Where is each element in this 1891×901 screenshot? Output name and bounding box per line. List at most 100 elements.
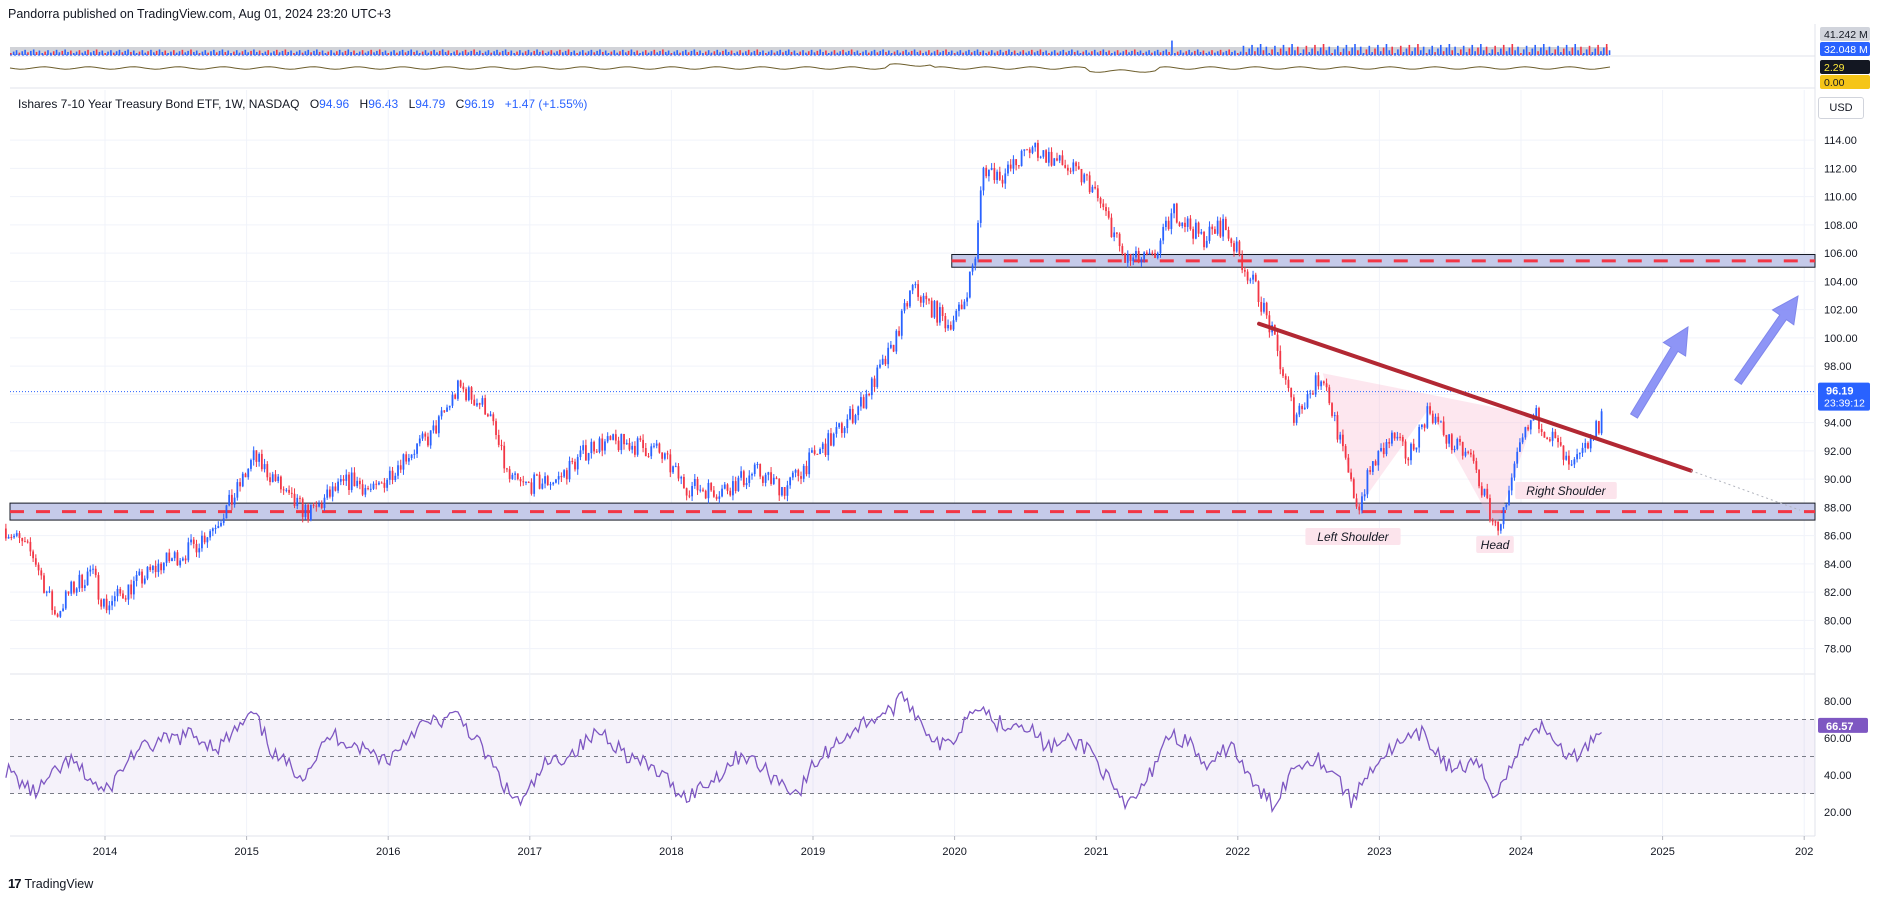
volume-bar bbox=[244, 49, 247, 55]
volume-bar bbox=[1225, 50, 1228, 55]
volume-bar bbox=[190, 49, 192, 55]
candle-body bbox=[1524, 427, 1527, 438]
candle-body bbox=[718, 496, 721, 499]
volume-bar bbox=[481, 53, 484, 55]
time-axis-label: 2024 bbox=[1509, 846, 1533, 858]
candle-body bbox=[473, 399, 476, 406]
volume-bar bbox=[1339, 52, 1342, 55]
volume-bar bbox=[193, 51, 195, 55]
volume-bar bbox=[564, 50, 567, 55]
candle-body bbox=[407, 457, 410, 462]
volume-bar bbox=[30, 50, 32, 55]
candle-body bbox=[1034, 142, 1037, 148]
candle-body bbox=[538, 474, 541, 489]
candle-body bbox=[688, 495, 691, 497]
volume-bar bbox=[653, 49, 656, 55]
candle-body bbox=[508, 469, 511, 479]
volume-bar bbox=[95, 49, 98, 55]
volume-bar bbox=[461, 51, 464, 55]
candle-body bbox=[914, 284, 917, 286]
volume-bar bbox=[659, 50, 661, 55]
volume-bar bbox=[1128, 52, 1130, 55]
volume-bar bbox=[1305, 45, 1308, 55]
volume-bar bbox=[173, 50, 175, 55]
candle-body bbox=[489, 414, 492, 417]
candle-body bbox=[402, 454, 405, 470]
volume-bar bbox=[1337, 45, 1339, 55]
candle-body bbox=[282, 489, 285, 491]
volume-bar bbox=[1468, 48, 1471, 55]
candle-body bbox=[1096, 188, 1099, 199]
volume-label-1-bg bbox=[1820, 27, 1870, 41]
volume-bar bbox=[836, 52, 839, 55]
volume-bar bbox=[336, 51, 338, 55]
volume-bar bbox=[541, 50, 544, 55]
candle-body bbox=[628, 442, 631, 450]
volume-bar bbox=[338, 49, 341, 55]
volume-bar bbox=[1591, 52, 1594, 55]
volume-bar bbox=[416, 50, 418, 55]
footer-branding[interactable]: 17 TradingView bbox=[8, 876, 93, 891]
candle-body bbox=[516, 473, 519, 480]
volume-bar bbox=[1291, 44, 1293, 55]
candle-body bbox=[462, 386, 465, 390]
candle-body bbox=[1287, 379, 1290, 389]
candle-body bbox=[1420, 424, 1423, 427]
volume-bar bbox=[198, 53, 201, 55]
volume-bar bbox=[21, 51, 24, 55]
volume-bar bbox=[1239, 51, 1242, 55]
volume-bar bbox=[12, 51, 15, 55]
volume-bar bbox=[902, 51, 904, 55]
candle-body bbox=[1371, 461, 1374, 472]
volume-bar bbox=[604, 50, 607, 55]
candle-body bbox=[113, 596, 116, 602]
volume-bar bbox=[147, 51, 149, 55]
candle-body bbox=[1001, 179, 1004, 184]
candle-body bbox=[1380, 448, 1382, 451]
candle-body bbox=[862, 397, 865, 409]
candle-body bbox=[960, 304, 963, 310]
candle-body bbox=[1412, 443, 1415, 450]
candle-body bbox=[843, 427, 846, 434]
volume-bar bbox=[296, 51, 298, 55]
candle-body bbox=[266, 464, 269, 478]
candle-body bbox=[982, 167, 985, 191]
candle-body bbox=[1456, 439, 1459, 450]
volume-bar bbox=[1059, 51, 1062, 55]
volume-bar bbox=[207, 52, 209, 55]
volume-bar bbox=[868, 52, 870, 55]
left-shoulder-label-bg bbox=[1305, 528, 1401, 545]
candle-body bbox=[132, 580, 135, 595]
candle-body bbox=[742, 471, 745, 486]
candle-body bbox=[506, 468, 508, 470]
candle-body bbox=[1333, 415, 1336, 417]
high-value: 96.43 bbox=[368, 97, 399, 111]
volume-bar bbox=[968, 49, 970, 55]
candle-body bbox=[1145, 252, 1148, 255]
candle-body bbox=[693, 479, 696, 487]
candle-body bbox=[301, 498, 304, 517]
volume-bar bbox=[1603, 47, 1605, 55]
candle-body bbox=[410, 454, 413, 458]
candle-body bbox=[108, 605, 111, 611]
volume-bar bbox=[175, 52, 178, 55]
volume-bar bbox=[81, 52, 84, 55]
volume-bar bbox=[739, 50, 741, 55]
candle-body bbox=[674, 466, 677, 468]
volume-bar bbox=[293, 53, 295, 55]
volume-bar bbox=[1102, 49, 1105, 55]
volume-bar bbox=[633, 51, 636, 55]
volume-bar bbox=[264, 51, 267, 55]
candle-body bbox=[105, 598, 108, 611]
volume-bar bbox=[281, 50, 284, 55]
currency-selector[interactable]: USD bbox=[1818, 97, 1864, 119]
candle-body bbox=[1597, 421, 1600, 434]
volume-bar bbox=[856, 50, 859, 55]
volume-bar bbox=[1065, 52, 1067, 55]
symbol-name[interactable]: Ishares 7-10 Year Treasury Bond ETF, 1W,… bbox=[18, 97, 300, 111]
close-value: 96.19 bbox=[464, 97, 495, 111]
volume-bar bbox=[933, 51, 936, 55]
candle-body bbox=[1499, 524, 1502, 531]
volume-bar bbox=[630, 49, 633, 55]
